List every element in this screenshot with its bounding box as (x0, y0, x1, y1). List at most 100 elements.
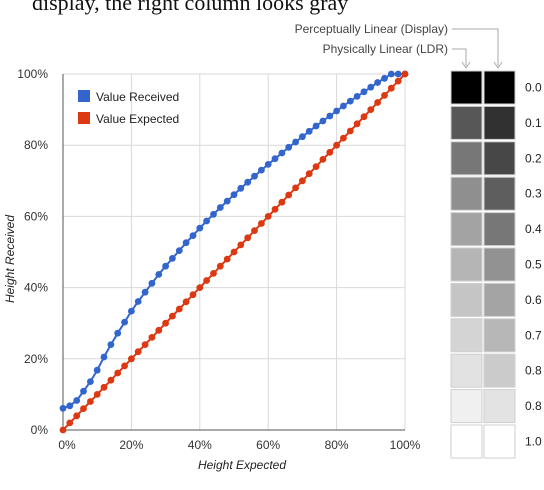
swatch-right (483, 353, 516, 388)
series-point-received (87, 378, 94, 385)
swatch-label: 0.8 (525, 364, 542, 378)
series-point-expected (141, 341, 149, 348)
series-point-expected (360, 113, 368, 121)
series-point-received (182, 239, 190, 247)
series-point-expected (401, 70, 409, 78)
series-point-expected (244, 234, 252, 242)
series-point-expected (121, 362, 128, 370)
x-tick-label: 20% (119, 438, 143, 452)
series-point-received (326, 112, 334, 120)
series-point-received (381, 74, 388, 82)
series-point-expected (271, 205, 279, 213)
swatch-label: 0.8 (525, 399, 542, 413)
series-point-received (175, 247, 183, 255)
y-tick-label: 40% (24, 281, 48, 295)
series-point-received (114, 329, 122, 337)
perceptual-label: Perceptually Linear (Display) (295, 22, 448, 36)
swatch-left (450, 141, 483, 176)
series-point-received (346, 97, 354, 105)
series-point-expected (107, 376, 115, 384)
series-point-expected (237, 241, 245, 249)
swatch-left (450, 105, 483, 140)
y-tick-label: 100% (17, 67, 48, 81)
series-point-expected (381, 92, 388, 99)
swatch-left (450, 212, 483, 247)
tick-labels: 0% 20% 40% 60% 80% 100% 0% 20% 40% 60% 80% 100% (17, 67, 420, 452)
series-point-received (73, 397, 81, 404)
y-tick-label: 60% (24, 209, 48, 223)
swatch-right (483, 282, 516, 317)
series-point-received (292, 138, 299, 146)
series-point-received (387, 70, 395, 78)
series-point-received (244, 178, 252, 186)
series-point-expected (203, 277, 211, 284)
swatch-left (450, 353, 483, 388)
series-point-received (148, 279, 156, 287)
series-point-received (196, 224, 204, 232)
series-point-received (223, 197, 231, 205)
column-annotations: Perceptually Linear (Display) Physically… (295, 22, 503, 69)
series-point-received (203, 217, 211, 225)
swatch-left (450, 282, 483, 317)
series-point-expected (340, 134, 347, 142)
series-point-expected (387, 84, 395, 92)
series-point-received (360, 88, 368, 96)
axes (62, 74, 405, 431)
series-point-expected (80, 405, 87, 412)
series-point-expected (155, 326, 163, 334)
series-point-received (251, 172, 258, 180)
swatch-right (483, 212, 516, 247)
series-point-expected (353, 120, 361, 128)
swatch-right (483, 141, 516, 176)
series-point-received (162, 262, 170, 270)
series-point-received (189, 232, 197, 240)
perceptual-arrow (452, 28, 499, 66)
series-point-expected (93, 391, 101, 398)
x-tick-label: 60% (256, 438, 280, 452)
series-point-expected (230, 248, 238, 256)
y-axis-title: Height Received (3, 215, 17, 303)
x-tick-label: 80% (325, 438, 349, 452)
swatch-left (450, 247, 483, 282)
series-point-expected (394, 77, 402, 85)
swatch-right (483, 176, 516, 211)
grid (63, 73, 406, 430)
series-point-received (394, 70, 402, 78)
legend-label-received: Value Received (96, 90, 179, 104)
swatch-right (483, 318, 516, 353)
series-point-expected (367, 106, 375, 113)
series-point-received (271, 155, 279, 163)
series-point-received (333, 107, 340, 115)
series-point-expected (278, 198, 286, 206)
series-point-expected (312, 163, 320, 171)
series-point-expected (258, 220, 265, 227)
series-point-received (285, 143, 293, 151)
swatch-label: 0.0 (525, 81, 542, 95)
swatch-label: 0.1 (525, 116, 542, 130)
series-point-expected (134, 348, 142, 356)
x-tick-label: 100% (390, 438, 421, 452)
series-point-received (278, 149, 286, 157)
series-point-received (134, 298, 142, 305)
series-point-expected (66, 419, 74, 427)
series-point-expected (374, 99, 381, 106)
series-point-expected (127, 355, 135, 363)
swatch-label: 1.0 (525, 435, 542, 449)
series-point-received (141, 288, 149, 296)
y-tick-label: 20% (24, 352, 48, 366)
series-point-received (121, 318, 128, 326)
swatch-label: 0.6 (525, 293, 542, 307)
swatch-left (450, 176, 483, 211)
series-point-received (127, 307, 135, 315)
series-point-received (340, 102, 347, 110)
series-point-received (80, 387, 87, 395)
series-point-expected (264, 213, 272, 220)
series-point-expected (285, 191, 293, 199)
y-tick-label: 80% (24, 138, 48, 152)
series-point-expected (162, 319, 170, 327)
series-point-expected (216, 262, 224, 270)
series-point-received (237, 184, 245, 192)
swatch-label: 0.2 (525, 151, 542, 165)
x-tick-label: 40% (188, 438, 212, 452)
